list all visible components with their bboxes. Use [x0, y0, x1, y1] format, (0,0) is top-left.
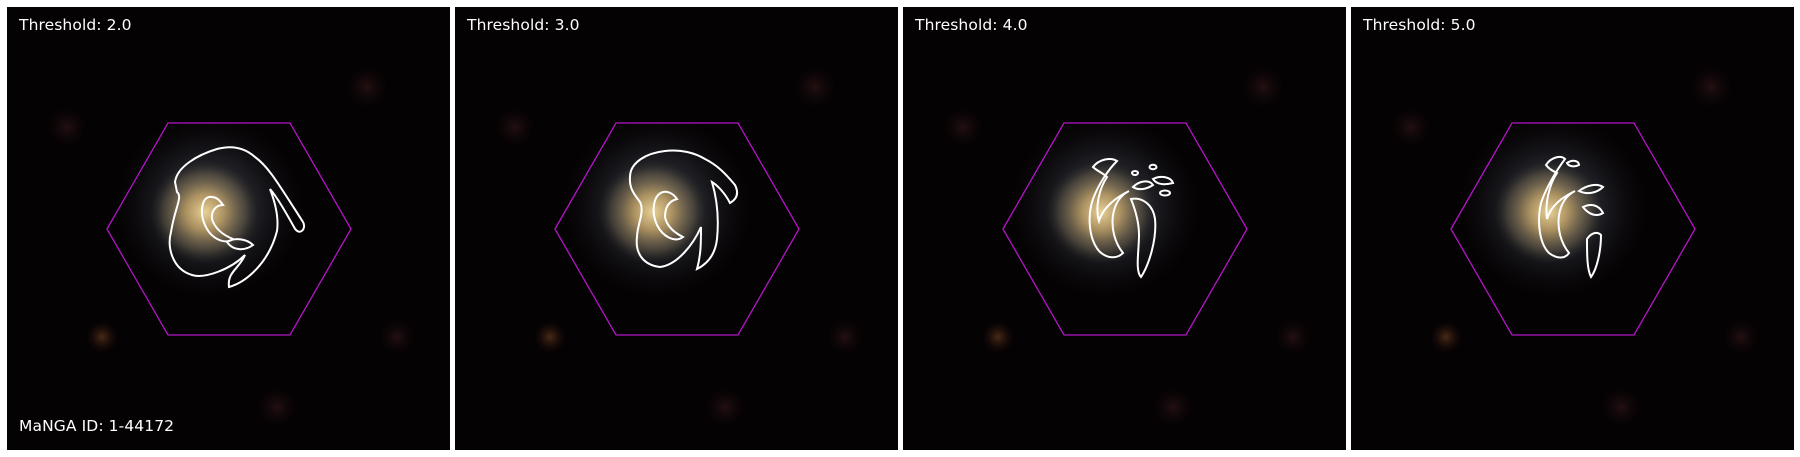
spiral-arm-contour	[628, 149, 739, 271]
threshold-label: Threshold: 4.0	[915, 16, 1028, 34]
threshold-label: Threshold: 5.0	[1363, 16, 1476, 34]
spiral-inner-contour	[652, 190, 685, 241]
spiral-arm-contour	[168, 146, 305, 289]
spiral-right-arm-contour	[1129, 197, 1157, 279]
ifu-hexagon	[1450, 122, 1696, 336]
spiral-fragment-contour	[1577, 183, 1605, 195]
panel-threshold-2: Threshold: 2.0 MaNGA ID: 1-44172	[7, 7, 450, 450]
core-contour	[225, 238, 255, 251]
ifu-hexagon	[554, 122, 800, 336]
ifu-hexagon	[1002, 122, 1248, 336]
knot-contour	[1131, 170, 1139, 176]
panel-threshold-5: Threshold: 5.0	[1351, 7, 1794, 450]
galaxy-image	[1351, 7, 1794, 450]
galaxy-image	[455, 7, 898, 450]
spiral-fragment-contour	[1131, 180, 1155, 191]
galaxy-image	[7, 7, 450, 450]
threshold-label: Threshold: 3.0	[467, 16, 580, 34]
spiral-inner-contour	[200, 195, 236, 243]
knot-contour	[1159, 189, 1171, 197]
spiral-arm-contour	[1538, 156, 1576, 259]
spiral-fragment-contour	[1581, 204, 1605, 216]
panel-threshold-3: Threshold: 3.0	[455, 7, 898, 450]
knot-contour	[1148, 163, 1158, 171]
manga-id-label: MaNGA ID: 1-44172	[19, 416, 175, 435]
spiral-fragment-contour	[1151, 175, 1175, 186]
spiral-fragment-contour	[1565, 159, 1581, 168]
threshold-label: Threshold: 2.0	[19, 16, 132, 34]
panel-threshold-4: Threshold: 4.0	[903, 7, 1346, 450]
ifu-hexagon	[106, 122, 352, 336]
spiral-arm-contour	[1088, 158, 1130, 259]
galaxy-image	[903, 7, 1346, 450]
spiral-right-arm-contour	[1585, 231, 1603, 279]
